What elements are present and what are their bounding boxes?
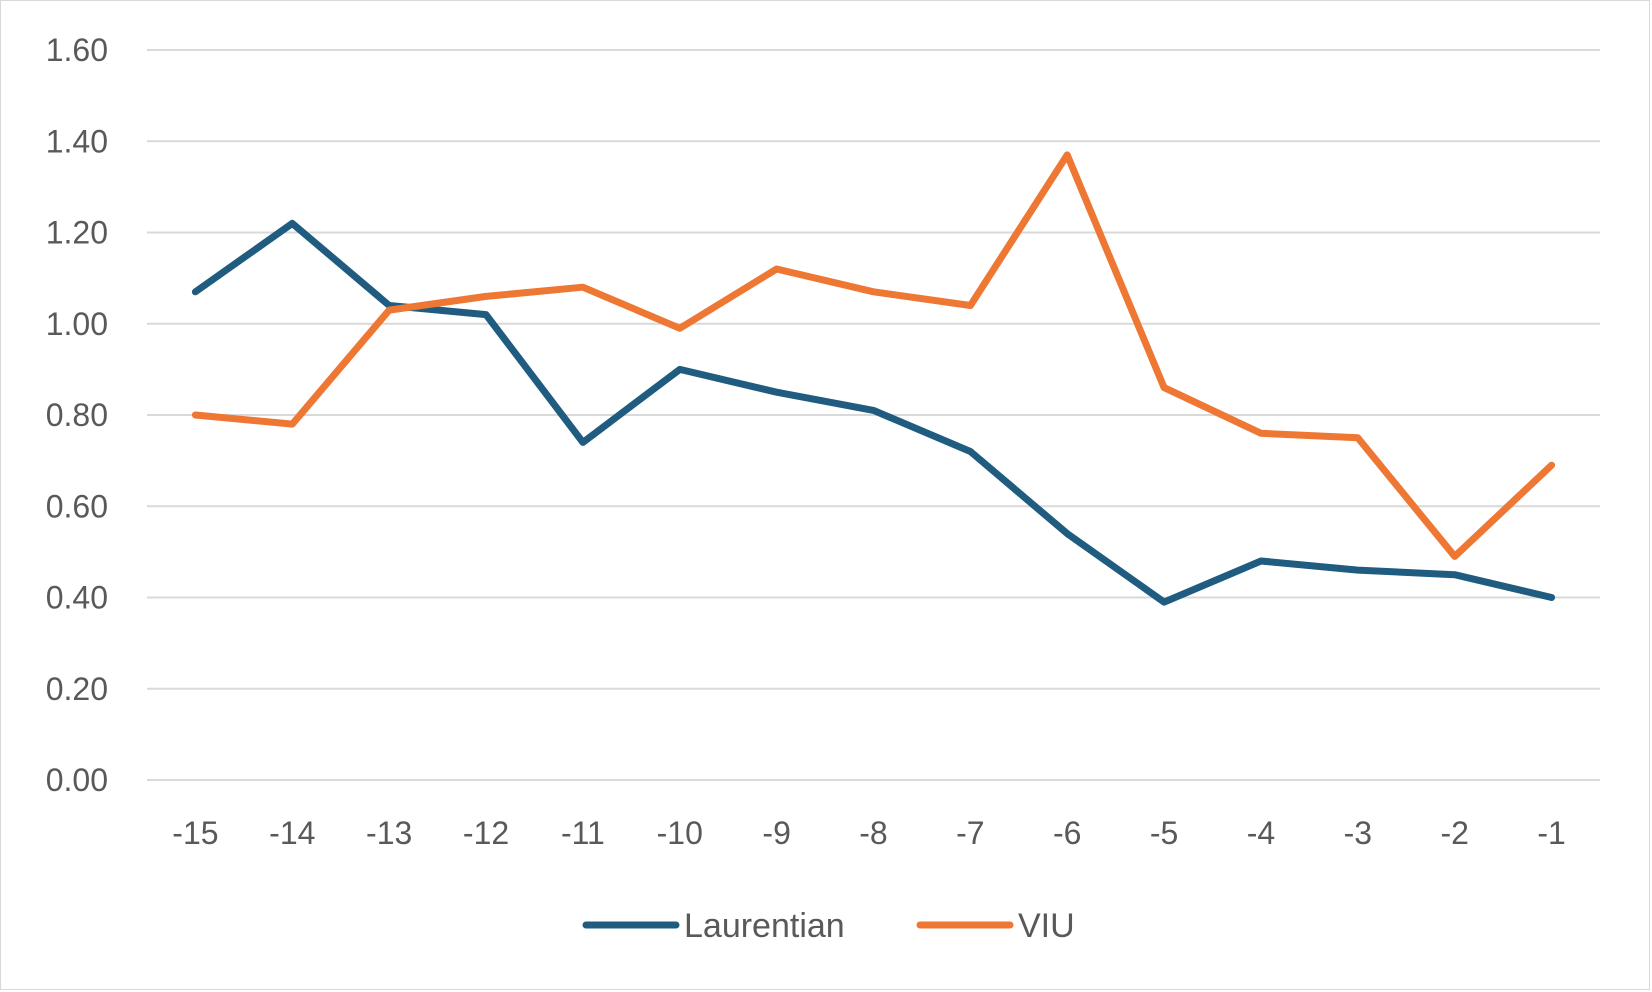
- x-tick-label: -3: [1344, 815, 1372, 851]
- x-tick-label: -11: [561, 815, 605, 851]
- y-tick-label: 0.20: [46, 671, 108, 707]
- x-tick-label: -2: [1440, 815, 1468, 851]
- y-tick-label: 0.60: [46, 488, 108, 524]
- legend-label-viu: VIU: [1018, 907, 1075, 945]
- series-line-laurentian: [191, 219, 1556, 606]
- y-tick-label: 1.60: [46, 32, 108, 68]
- x-tick-label: -14: [269, 815, 315, 851]
- x-tick-label: -4: [1247, 815, 1275, 851]
- series-lines: [191, 151, 1556, 606]
- y-tick-label: 0.00: [46, 762, 108, 798]
- x-tick-label: -1: [1537, 815, 1565, 851]
- legend-label-laurentian: Laurentian: [684, 907, 845, 945]
- x-tick-label: -5: [1150, 815, 1178, 851]
- x-tick-label: -8: [859, 815, 887, 851]
- x-tick-label: -6: [1053, 815, 1081, 851]
- x-tick-label: -9: [762, 815, 790, 851]
- x-tick-label: -13: [366, 815, 412, 851]
- y-tick-label: 0.40: [46, 580, 108, 616]
- series-line-viu: [191, 151, 1556, 560]
- legend: Laurentian VIU: [582, 907, 1075, 945]
- x-tick-label: -7: [956, 815, 984, 851]
- x-tick-label: -12: [463, 815, 509, 851]
- x-tick-label: -15: [172, 815, 218, 851]
- x-axis-tick-labels: -15 -14 -13 -12 -11 -10 -9 -8 -7 -6 -5 -4 -3 -2 -1: [172, 815, 1565, 851]
- y-axis-tick-labels: 0.00 0.20 0.40 0.60 0.80 1.00 1.20 1.40 1.60: [46, 32, 108, 798]
- x-tick-label: -10: [657, 815, 703, 851]
- y-tick-label: 1.00: [46, 306, 108, 342]
- gridlines: [147, 49, 1600, 781]
- y-tick-label: 1.20: [46, 215, 108, 251]
- y-tick-label: 1.40: [46, 123, 108, 159]
- y-tick-label: 0.80: [46, 397, 108, 433]
